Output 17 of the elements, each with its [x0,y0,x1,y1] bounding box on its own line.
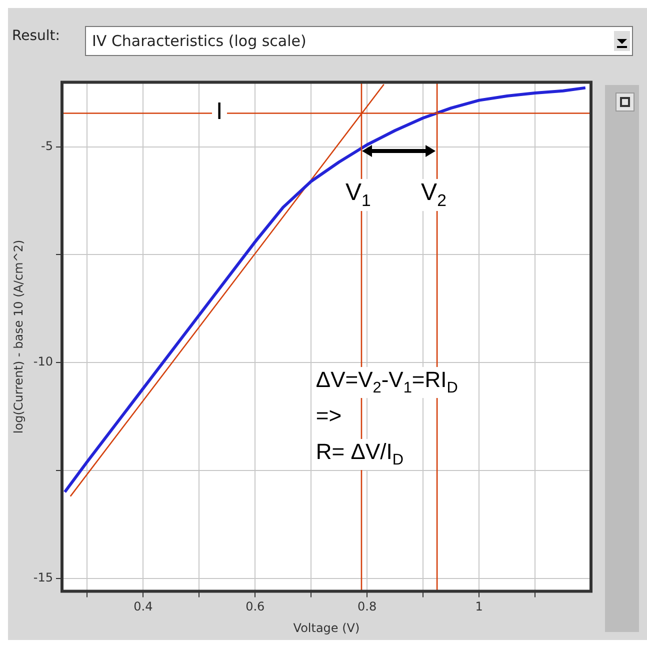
x-axis-title: Voltage (V) [293,620,360,635]
x-tick-label: 1 [475,600,483,614]
ref-line-label: V$_{1}$ [345,179,371,212]
ref-line-label: I [212,98,227,126]
x-tick-label: 0.8 [358,600,377,614]
y-tick-label: -15 [33,570,53,584]
ref-line-label: V$_{2}$ [421,179,446,212]
y-tick-label: -10 [33,354,53,369]
annotation: R= ΔV/I$_{D}$ [316,439,404,470]
x-tick-label: 0.6 [246,600,265,614]
y-axis-title: log(Current) - base 10 (A/cm^2) [11,240,26,434]
text: Result: [12,28,60,44]
annotation: ΔV=V$_{2}$-V$_{1}$=RI$_{D}$ [316,367,458,398]
y-tick-label: -5 [41,139,53,154]
chart-title: IV Characteristics (log scale) [92,32,306,50]
x-tick-label: 0.4 [134,600,153,614]
annotation: => [316,403,342,430]
